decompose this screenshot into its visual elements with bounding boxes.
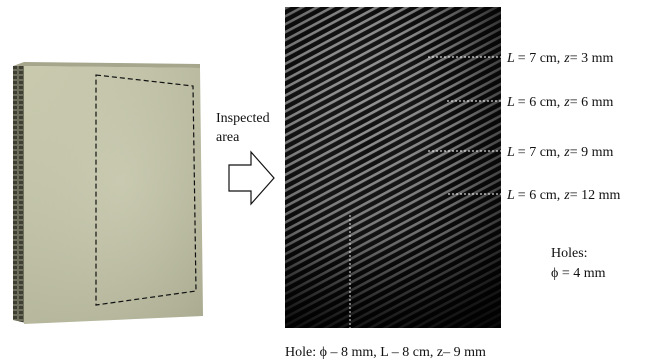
bottom-caption: Hole: ϕ – 8 mm, L – 8 cm, z– 9 mm: [285, 345, 486, 360]
holes-note-title: Holes:: [551, 246, 588, 261]
arrow-label-line2: area: [216, 130, 240, 145]
defect-label-3: L = 7 cm, z= 9 mm: [506, 145, 614, 160]
defect-label-1: L = 7 cm, z= 3 mm: [506, 51, 614, 66]
defect-label-2: L = 6 cm, z= 6 mm: [506, 95, 614, 110]
panel-photo: [13, 62, 203, 324]
panel-top-edge: [13, 62, 200, 68]
leader-lines: [349, 56, 501, 330]
panel-edge: [13, 66, 26, 323]
fringe-bottom-shade: [285, 7, 501, 328]
fringe-image: [285, 7, 501, 328]
holes-note: Holes: ϕ = 4 mm: [551, 246, 606, 281]
inspected-area-outline: [95, 74, 197, 306]
right-arrow-icon: [228, 150, 275, 206]
defect-label-4: L = 6 cm, z= 12 mm: [506, 188, 621, 203]
arrow-label-line1: Inspected: [216, 111, 270, 126]
arrow-group: Inspected area: [216, 111, 275, 206]
panel-sheen: [24, 66, 203, 324]
defect-labels: L = 7 cm, z= 3 mm L = 6 cm, z= 6 mm L = 7 cm,…: [506, 51, 621, 203]
holes-note-value: ϕ = 4 mm: [551, 266, 606, 281]
